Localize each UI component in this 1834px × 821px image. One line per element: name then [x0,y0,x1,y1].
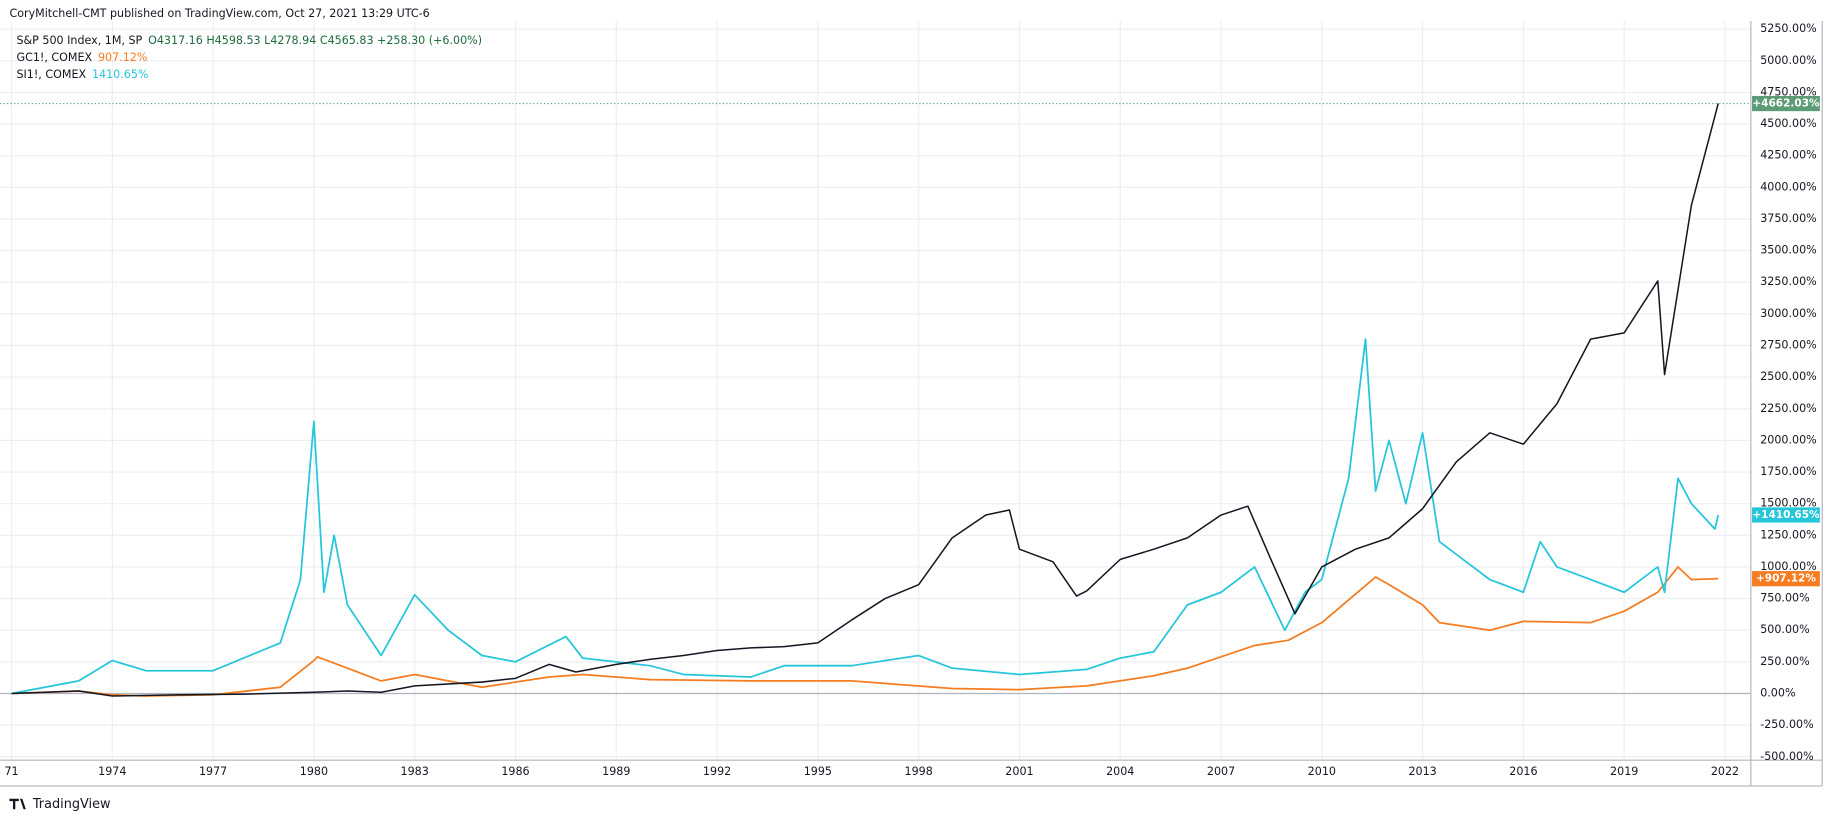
x-tick-label: 2010 [1308,765,1336,778]
x-tick-label: 1986 [501,765,529,778]
x-tick-label: 2007 [1207,765,1235,778]
legend-entry: SI1!, COMEX 1410.65% [16,68,148,81]
footer: TradingView [32,797,111,812]
x-tick-label: 1980 [300,765,328,778]
x-tick-label: 1998 [905,765,933,778]
x-tick-label: 2019 [1610,765,1638,778]
y-tick-label: 4000.00% [1760,180,1816,193]
y-tick-label: 5250.00% [1760,22,1816,35]
series-line [11,338,1720,695]
legend-entry: GC1!, COMEX 907.12% [16,51,147,64]
y-tick-label: 500.00% [1760,623,1809,636]
x-tick-label: 1995 [804,765,832,778]
price-tag-label: +1410.65% [1752,509,1820,521]
x-tick-label: 1983 [401,765,429,778]
y-tick-label: 750.00% [1760,592,1809,605]
price-tag [1752,507,1820,523]
legend-name: SI1!, COMEX [16,68,86,81]
y-tick-label: 1750.00% [1760,465,1816,478]
y-tick-label: 3250.00% [1760,275,1816,288]
legend-value: 1410.65% [92,68,148,81]
x-tick-label: 2013 [1408,765,1436,778]
price-tag-label: +4662.03% [1752,98,1820,110]
plot-layer [0,21,1751,761]
series-line [11,566,1719,697]
x-tick-label: 1989 [602,765,630,778]
x-tick-label: 2022 [1711,765,1739,778]
x-tick-label: 1974 [98,765,126,778]
legend-name: S&P 500 Index, 1M, SP [16,34,142,47]
y-tick-label: -250.00% [1760,718,1813,731]
y-tick-label: 1000.00% [1760,560,1816,573]
y-tick-label: 1500.00% [1760,497,1816,510]
legend-value: O4317.16 H4598.53 L4278.94 C4565.83 +258… [148,34,482,47]
x-tick-label: 2001 [1005,765,1033,778]
header: CoryMitchell-CMT published on TradingVie… [9,7,429,20]
y-tick-label: 4250.00% [1760,149,1816,162]
x-tick-label: 1977 [199,765,227,778]
y-tick-label: 2500.00% [1760,370,1816,383]
price-tag [1752,571,1820,587]
y-tick-label: 2750.00% [1760,339,1816,352]
y-tick-label: 2000.00% [1760,433,1816,446]
y-tick-label: 2250.00% [1760,402,1816,415]
y-tick-label: 4500.00% [1760,117,1816,130]
y-tick-label: 1250.00% [1760,528,1816,541]
y-tick-label: 250.00% [1760,655,1809,668]
y-tick-label: 5000.00% [1760,54,1816,67]
logo [9,798,26,810]
legend-name: GC1!, COMEX [16,51,92,64]
legend-entry: S&P 500 Index, 1M, SP O4317.16 H4598.53 L… [16,34,482,47]
x-tick-label: 1992 [703,765,731,778]
price-tag-label: +907.12% [1756,573,1816,585]
x-tick-label: 71 [4,765,18,778]
y-tick-label: 3750.00% [1760,212,1816,225]
legend-value: 907.12% [98,51,147,64]
y-tick-label: 3000.00% [1760,307,1816,320]
y-tick-label: -500.00% [1760,750,1813,763]
y-tick-label: 0.00% [1760,686,1795,699]
y-tick-label: 4750.00% [1760,85,1816,98]
series-line [11,103,1719,697]
y-tick-label: 3500.00% [1760,244,1816,257]
x-tick-label: 2004 [1106,765,1134,778]
price-tag [1752,95,1820,112]
x-tick-label: 2016 [1509,765,1537,778]
